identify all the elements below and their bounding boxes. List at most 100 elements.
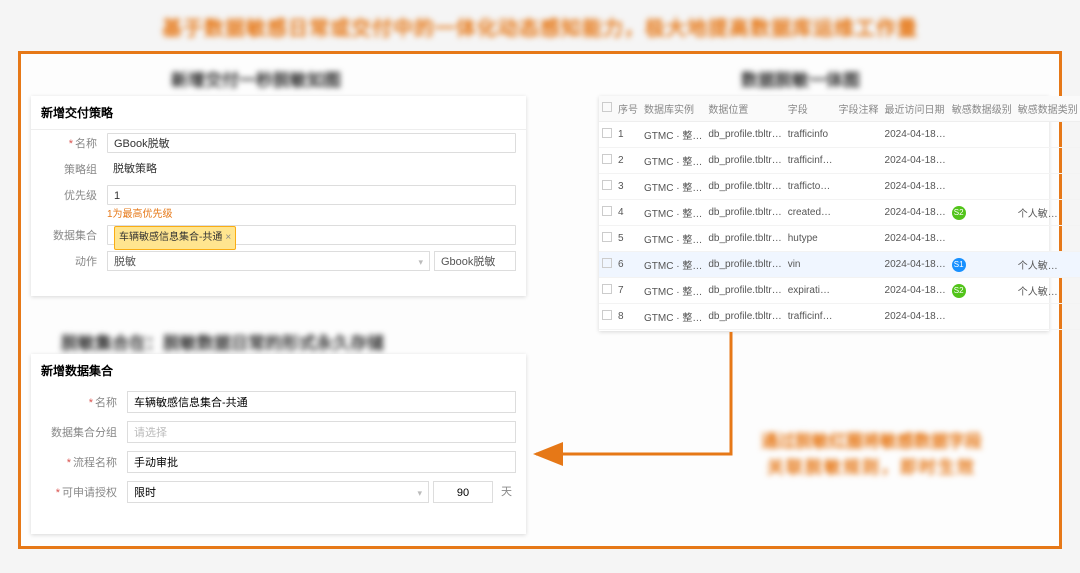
table-cell: trafficinfo xyxy=(785,122,836,148)
p3-flow-input[interactable]: 手动审批 xyxy=(127,451,516,473)
table-cell xyxy=(949,174,1015,200)
table-cell: trafficinf… xyxy=(785,304,836,330)
table-cell: created… xyxy=(785,200,836,226)
table-cell xyxy=(949,122,1015,148)
table-cell: db_profile.tbltr… xyxy=(705,304,784,330)
table-cell: hutype xyxy=(785,226,836,252)
table-cell xyxy=(1015,226,1080,252)
table-header-cell: 敏感数据类别 xyxy=(1015,96,1080,122)
table-cell: vin xyxy=(785,252,836,278)
dataset-input[interactable]: 车辆敏感信息集合-共通× xyxy=(107,225,516,245)
table-row[interactable]: 3GTMC · 整…db_profile.tbltr…trafficto…202… xyxy=(599,174,1080,200)
table-cell: db_profile.tbltr… xyxy=(705,252,784,278)
name-input[interactable]: GBook脱敏 xyxy=(107,133,516,153)
priority-warning: 1为最高优先级 xyxy=(107,208,526,222)
table-cell: S2 xyxy=(949,278,1015,304)
table-cell: GTMC · 整… xyxy=(641,278,705,304)
table-cell xyxy=(949,148,1015,174)
checkbox[interactable] xyxy=(602,258,612,268)
table-cell: GTMC · 整… xyxy=(641,122,705,148)
add-strategy-panel: 新增交付策略 *名称 GBook脱敏 策略组 脱敏策略 优先级 1 1为最高优先… xyxy=(31,96,526,296)
level-badge: S1 xyxy=(952,258,966,272)
table-row[interactable]: 4GTMC · 整…db_profile.tbltr…created…2024-… xyxy=(599,200,1080,226)
table-header-cell xyxy=(599,96,615,122)
table-cell xyxy=(1015,174,1080,200)
section-label-left-top: 新增交付一秒脱敏如图 xyxy=(171,66,341,91)
tag-close-icon[interactable]: × xyxy=(225,232,231,243)
table-row[interactable]: 7GTMC · 整…db_profile.tbltr…expirati…2024… xyxy=(599,278,1080,304)
table-cell: 7 xyxy=(615,278,641,304)
checkbox[interactable] xyxy=(602,154,612,164)
table-row[interactable]: 8GTMC · 整…db_profile.tbltr…trafficinf…20… xyxy=(599,304,1080,330)
table-cell: 2024-04-18… xyxy=(882,226,949,252)
checkbox[interactable] xyxy=(602,128,612,138)
checkbox[interactable] xyxy=(602,232,612,242)
table-cell: GTMC · 整… xyxy=(641,148,705,174)
table-cell xyxy=(599,278,615,304)
table-cell: db_profile.tbltr… xyxy=(705,200,784,226)
dataset-tag[interactable]: 车辆敏感信息集合-共通× xyxy=(114,226,236,250)
data-table-panel: 序号数据库实例数据位置字段字段注释最近访问日期敏感数据级别敏感数据类别敏感数据类… xyxy=(599,96,1049,331)
table-row[interactable]: 1GTMC · 整…db_profile.tbltr…trafficinfo20… xyxy=(599,122,1080,148)
table-cell xyxy=(599,252,615,278)
table-header-cell: 数据位置 xyxy=(705,96,784,122)
table-cell xyxy=(836,122,882,148)
checkbox[interactable] xyxy=(602,310,612,320)
action-side-select[interactable]: Gbook脱敏 xyxy=(434,251,516,271)
table-cell xyxy=(1015,304,1080,330)
group-value: 脱敏策略 xyxy=(107,159,516,179)
table-cell: GTMC · 整… xyxy=(641,304,705,330)
table-row[interactable]: 5GTMC · 整…db_profile.tbltr…hutype2024-04… xyxy=(599,226,1080,252)
chevron-down-icon: ▾ xyxy=(418,252,423,272)
panel3-title: 新增数据集合 xyxy=(31,354,526,387)
priority-input[interactable]: 1 xyxy=(107,185,516,205)
table-cell: GTMC · 整… xyxy=(641,226,705,252)
table-cell: 2024-04-18… xyxy=(882,252,949,278)
table-row[interactable]: 2GTMC · 整…db_profile.tbltr…trafficinf…20… xyxy=(599,148,1080,174)
checkbox[interactable] xyxy=(602,180,612,190)
table-row[interactable]: 6GTMC · 整…db_profile.tbltr…vin2024-04-18… xyxy=(599,252,1080,278)
table-cell xyxy=(599,200,615,226)
p3-auth-select[interactable]: 限时▾ xyxy=(127,481,429,503)
p3-name-input[interactable]: 车辆敏感信息集合-共通 xyxy=(127,391,516,413)
table-cell: S2 xyxy=(949,200,1015,226)
checkbox[interactable] xyxy=(602,206,612,216)
table-cell: db_profile.tbltr… xyxy=(705,278,784,304)
table-cell xyxy=(599,122,615,148)
priority-label: 优先级 xyxy=(41,187,97,203)
action-label: 动作 xyxy=(41,253,97,269)
section-label-right-top: 数据脱敏一体图 xyxy=(741,66,860,91)
p3-group-label: 数据集合分组 xyxy=(41,424,117,440)
table-cell xyxy=(599,304,615,330)
outer-frame: 新增交付一秒脱敏如图 数据脱敏一体图 脱敏集合在：脱敏数据日常的形式永久存储 新… xyxy=(18,51,1062,549)
level-badge: S2 xyxy=(952,284,966,298)
table-cell xyxy=(949,304,1015,330)
table-cell xyxy=(836,174,882,200)
table-header-cell: 敏感数据级别 xyxy=(949,96,1015,122)
table-cell: S1 xyxy=(949,252,1015,278)
callout-text: 通过脱敏红圈将敏感数据字段 关联脱敏规则，即时生效 xyxy=(761,429,982,480)
table-cell: expirati… xyxy=(785,278,836,304)
table-cell: GTMC · 整… xyxy=(641,200,705,226)
table-cell: 2 xyxy=(615,148,641,174)
add-dataset-panel: 新增数据集合 *名称 车辆敏感信息集合-共通 数据集合分组 请选择 *流程名称 … xyxy=(31,354,526,534)
table-cell: 个人敏… xyxy=(1015,200,1080,226)
table-cell: db_profile.tbltr… xyxy=(705,174,784,200)
table-cell: 2024-04-18… xyxy=(882,304,949,330)
p3-group-select[interactable]: 请选择 xyxy=(127,421,516,443)
table-cell: 2024-04-18… xyxy=(882,148,949,174)
checkbox[interactable] xyxy=(602,102,612,112)
checkbox[interactable] xyxy=(602,284,612,294)
p3-auth-number[interactable]: 90 xyxy=(433,481,493,503)
level-badge: S2 xyxy=(952,206,966,220)
action-select[interactable]: 脱敏▾ xyxy=(107,251,430,271)
table-header-cell: 最近访问日期 xyxy=(882,96,949,122)
table-cell: trafficinf… xyxy=(785,148,836,174)
title-banner: 基于数据敏感日常或交付中的一体化动态感知能力，极大地提高数据库运维工作量 xyxy=(0,0,1080,51)
panel-title: 新增交付策略 xyxy=(31,96,526,130)
table-header-cell: 数据库实例 xyxy=(641,96,705,122)
table-cell: 3 xyxy=(615,174,641,200)
section-label-left-mid: 脱敏集合在：脱敏数据日常的形式永久存储 xyxy=(61,329,384,354)
table-cell: 6 xyxy=(615,252,641,278)
table-cell xyxy=(1015,148,1080,174)
